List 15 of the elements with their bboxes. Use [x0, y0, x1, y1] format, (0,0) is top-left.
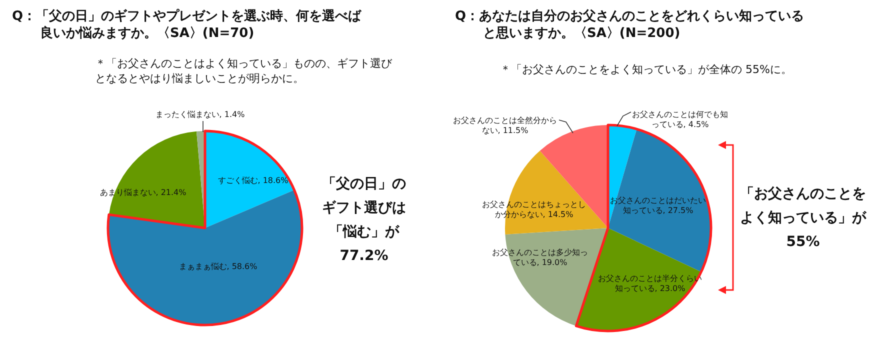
slice-label: お父さんのことは全然分からない, 11.5%: [452, 116, 558, 136]
slice-label: すごく悩む, 18.6%: [216, 176, 290, 186]
slice-label: まぁまぁ悩む, 58.6%: [178, 262, 258, 272]
slice-label: お父さんのことは何でも知っている, 4.5%: [631, 110, 729, 130]
slice-label: お父さんのことはだいたい知っている, 27.5%: [609, 196, 707, 216]
slice-label: お父さんのことは多少知っている, 19.0%: [491, 248, 589, 268]
chart-subtitle: ＊「お父さんのことはよく知っている」ものの、ギフト選びとなるとやはり悩ましいことが明らかに。: [95, 56, 393, 86]
chart-title: Q：「父の日」のギフトやプレゼントを選ぶ時、何を選べば良いか悩みますか。〈SA〉(N=70): [12, 8, 362, 42]
chart-subtitle: ＊「お父さんのことをよく知っている」が全体の 55%に。: [500, 62, 793, 77]
slice-label: あまり悩まない, 21.4%: [98, 188, 188, 198]
chart-title: Q：あなたは自分のお父さんのことをどれくらい知っていると思いますか。〈SA〉(N=200): [455, 8, 806, 42]
slice-label: まったく悩まない, 1.4%: [154, 110, 246, 120]
text: 「父の日」のギフト選びは「悩む」が77.2%: [321, 175, 407, 266]
text: 「お父さんのことをよく知っている」が55%: [739, 185, 868, 252]
slice-label: お父さんのことは半分くらい知っている, 23.0%: [598, 274, 702, 294]
